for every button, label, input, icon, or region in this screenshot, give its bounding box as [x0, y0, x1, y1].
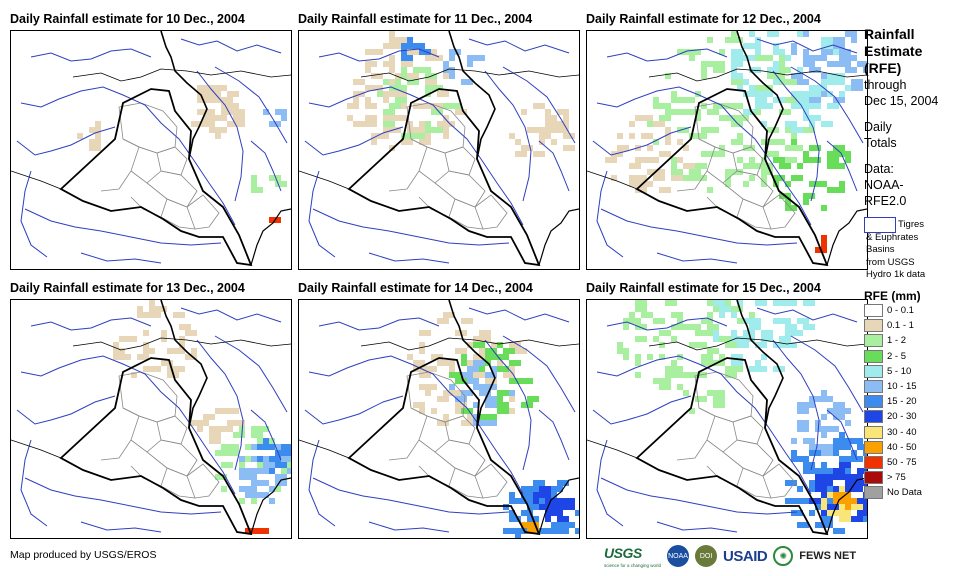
fews-net-logo: FEWS NET [799, 550, 857, 562]
noaa-logo: NOAA [667, 545, 690, 567]
panel-title: Daily Rainfall estimate for 12 Dec., 200… [586, 12, 821, 26]
basin-text-2: & Euphrates [866, 231, 919, 243]
panel-title: Daily Rainfall estimate for 14 Dec., 200… [298, 281, 533, 295]
totals-text: Totals [864, 136, 897, 150]
rainfall-map-svg [299, 31, 579, 267]
rfe-legend-title: RFE (mm) [864, 289, 921, 303]
usaid-logo: USAID [723, 547, 768, 565]
legend-label: 1 - 2 [887, 335, 907, 347]
rainfall-map [298, 30, 580, 270]
legend-label: 5 - 10 [887, 365, 912, 377]
doi-logo-text: DOI [699, 552, 713, 560]
legend-label: 2 - 5 [887, 350, 907, 362]
rainfall-cells [407, 312, 579, 538]
legend-item: No Data [864, 485, 964, 500]
data-source-1: NOAA- [864, 178, 904, 192]
through-text: through [864, 78, 907, 92]
basin-swatch [864, 217, 896, 233]
rainfall-map-svg [587, 31, 867, 267]
panel-title: Daily Rainfall estimate for 10 Dec., 200… [10, 12, 245, 26]
legend-swatch [864, 425, 883, 439]
legend-label: 10 - 15 [887, 381, 917, 393]
rainfall-map-svg [11, 300, 291, 536]
basin-text-1: Tigres [898, 219, 925, 230]
legend-swatch [864, 440, 883, 454]
usgs-tagline: science for a changing world [604, 562, 662, 568]
doi-logo: DOI [695, 545, 718, 567]
basin-text-4: from USGS [866, 256, 915, 268]
globe-icon: ✺ [773, 546, 794, 566]
legend-item: 2 - 5 [864, 349, 964, 364]
through-date: Dec 15, 2004 [864, 94, 939, 108]
legend-swatch [864, 410, 883, 424]
legend-label: 20 - 30 [887, 411, 917, 423]
legend-item: 1 - 2 [864, 333, 964, 348]
legend-title-line-2: Estimate [864, 43, 923, 59]
rainfall-map [298, 299, 580, 539]
legend-swatch [864, 304, 883, 318]
rainfall-cells [605, 31, 867, 253]
rainfall-map [586, 299, 868, 539]
legend-swatch [864, 486, 883, 500]
legend-item: 40 - 50 [864, 440, 964, 455]
logo-strip: USGS science for a changing world NOAA D… [604, 543, 856, 569]
legend-label: 0 - 0.1 [887, 305, 914, 317]
noaa-logo-text: NOAA [668, 552, 688, 560]
rainfall-cells [113, 300, 291, 534]
legend-swatch [864, 349, 883, 363]
rainfall-cells [347, 31, 575, 157]
basin-text-3: Basins [866, 244, 895, 255]
legend-swatch [864, 319, 883, 333]
legend-swatch [864, 334, 883, 348]
legend-item: 30 - 40 [864, 425, 964, 440]
panel-title: Daily Rainfall estimate for 11 Dec., 200… [298, 12, 533, 26]
legend-label: 15 - 20 [887, 396, 917, 408]
legend-item: 0.1 - 1 [864, 318, 964, 333]
legend-item: 50 - 75 [864, 455, 964, 470]
data-label: Data: [864, 162, 894, 176]
legend-label: No Data [887, 487, 922, 499]
rainfall-map [10, 30, 292, 270]
usgs-logo: USGS science for a changing world [604, 545, 661, 568]
legend-swatch [864, 380, 883, 394]
legend-label: 0.1 - 1 [887, 320, 914, 332]
rainfall-map [10, 299, 292, 539]
basin-legend: Tigres & Euphrates Basins from USGS Hydr… [864, 217, 964, 280]
legend-label: 40 - 50 [887, 441, 917, 453]
legend-item: 15 - 20 [864, 394, 964, 409]
rainfall-map-svg [587, 300, 867, 536]
rainfall-map [586, 30, 868, 270]
rainfall-map-svg [299, 300, 579, 538]
legend-title-line-3: (RFE) [864, 60, 902, 76]
legend-item: > 75 [864, 470, 964, 485]
rainfall-map-svg [11, 31, 291, 267]
usgs-logo-text: USGS [604, 544, 642, 561]
legend-swatch [864, 364, 883, 378]
legend-item: 0 - 0.1 [864, 303, 964, 318]
panel-title: Daily Rainfall estimate for 13 Dec., 200… [10, 281, 245, 295]
basin-text-5: Hydro 1k data [866, 269, 926, 280]
legend-title-line-1: Rainfall [864, 26, 915, 42]
rfe-legend: 0 - 0.1 0.1 - 1 1 - 2 2 - 5 5 - 10 10 - 15 15 … [864, 303, 964, 500]
data-source-2: RFE2.0 [864, 194, 907, 208]
legend-swatch [864, 455, 883, 469]
panel-title: Daily Rainfall estimate for 15 Dec., 200… [586, 281, 821, 295]
footer-credit: Map produced by USGS/EROS [10, 549, 157, 561]
rainfall-cells [617, 300, 867, 534]
legend-item: 20 - 30 [864, 409, 964, 424]
legend-label: 30 - 40 [887, 426, 917, 438]
legend-item: 5 - 10 [864, 364, 964, 379]
legend-swatch [864, 395, 883, 409]
legend-swatch [864, 471, 883, 485]
legend-item: 10 - 15 [864, 379, 964, 394]
legend-label: 50 - 75 [887, 456, 917, 468]
legend-sidebar: Rainfall Estimate (RFE) through Dec 15, … [864, 26, 964, 500]
legend-label: > 75 [887, 472, 906, 484]
daily-text: Daily [864, 120, 892, 134]
